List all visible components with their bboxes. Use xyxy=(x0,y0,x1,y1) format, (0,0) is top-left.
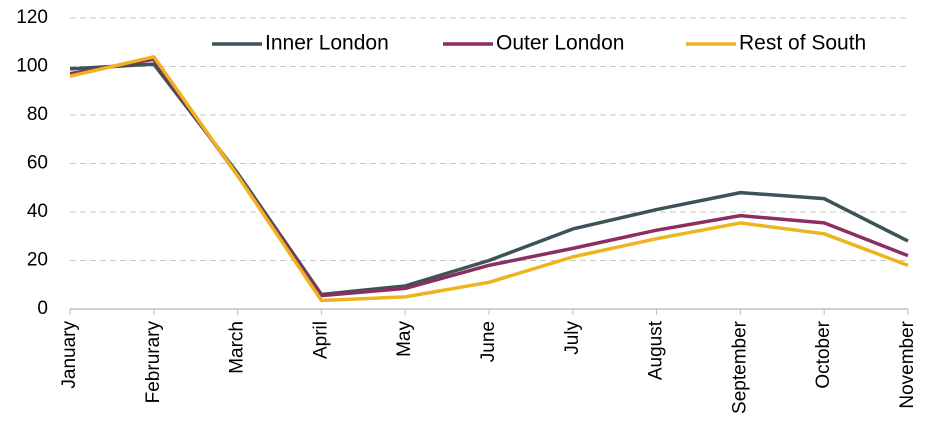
y-tick-label: 120 xyxy=(16,7,48,28)
y-tick-label: 0 xyxy=(37,298,48,319)
legend-label: Outer London xyxy=(496,32,624,55)
x-tick-label: June xyxy=(478,321,499,362)
x-tick-label: October xyxy=(813,320,834,388)
x-tick-label: May xyxy=(394,321,415,357)
x-tick-label: November xyxy=(897,320,918,408)
y-tick-label: 60 xyxy=(27,153,48,174)
x-tick-label: September xyxy=(729,320,750,414)
y-tick-label: 80 xyxy=(27,104,48,125)
legend-label: Rest of South xyxy=(739,32,866,55)
series-line xyxy=(69,62,909,297)
legend-label: Inner London xyxy=(265,32,389,55)
series-line xyxy=(69,55,909,303)
y-tick-label: 40 xyxy=(27,201,48,222)
y-tick-label: 20 xyxy=(27,250,48,271)
x-tick-label: April xyxy=(310,321,331,359)
x-tick-label: August xyxy=(646,320,667,380)
x-tick-label: July xyxy=(562,321,583,355)
x-tick-label: January xyxy=(59,321,80,389)
x-tick-label: Februrary xyxy=(143,321,164,404)
y-tick-label: 100 xyxy=(16,56,48,77)
x-tick-label: March xyxy=(227,321,248,374)
